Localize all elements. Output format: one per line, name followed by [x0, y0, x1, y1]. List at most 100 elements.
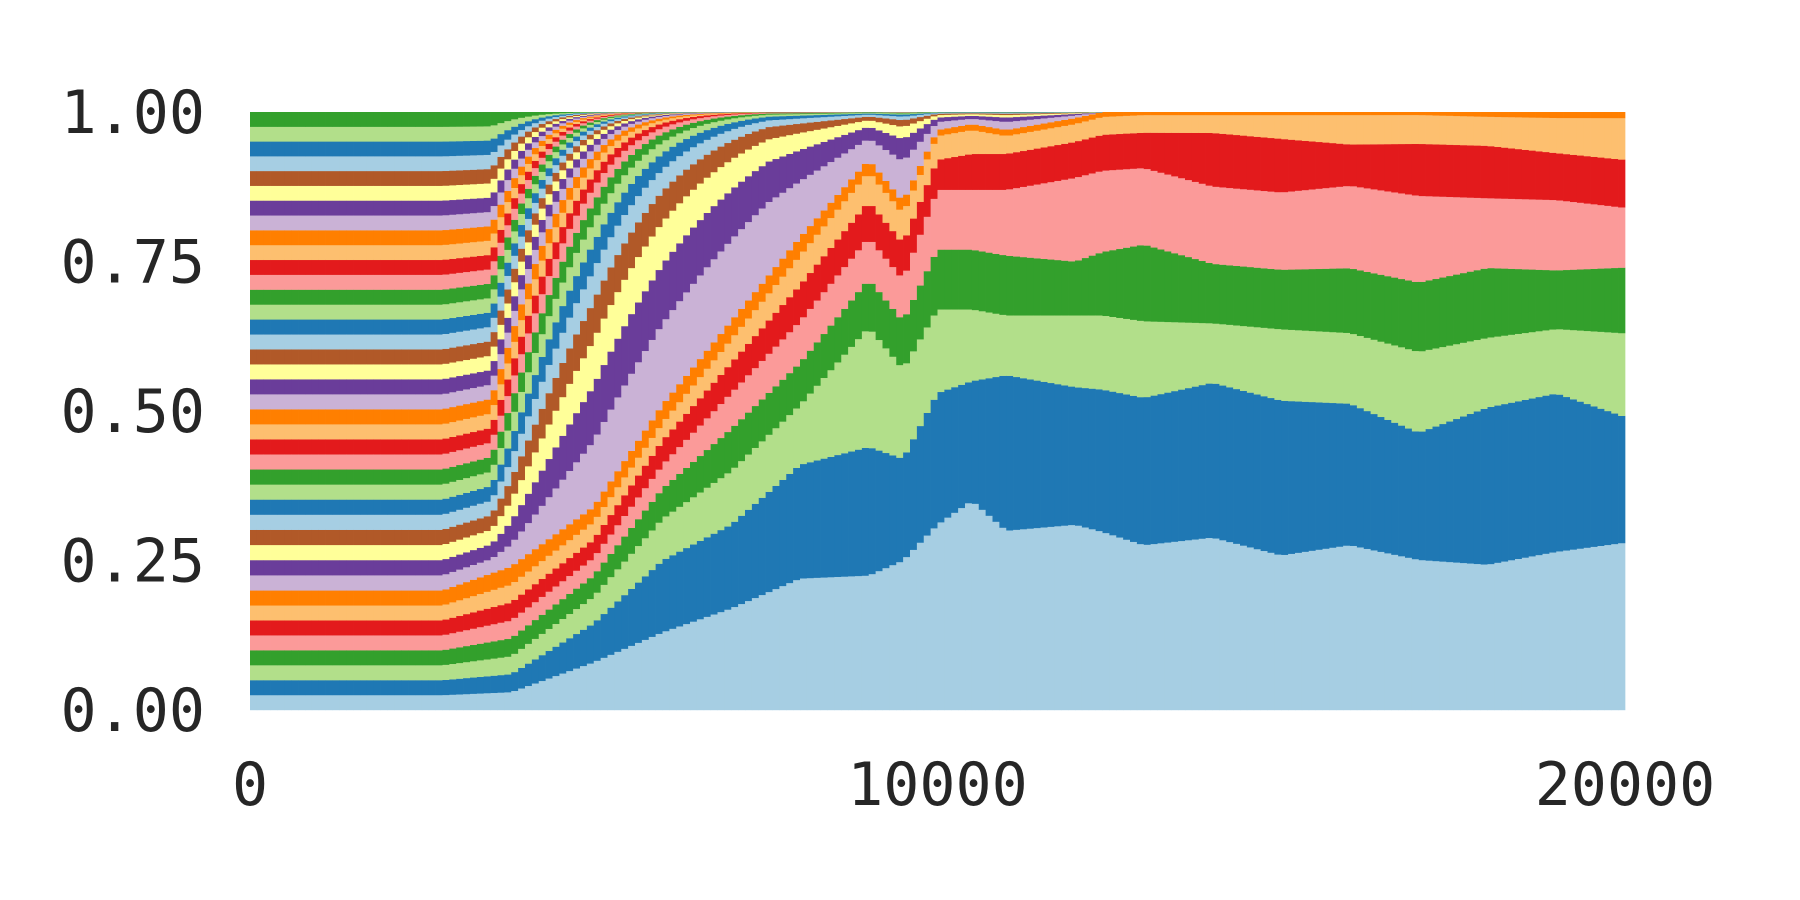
bar-segment: [600, 161, 608, 174]
bar-segment: [573, 187, 581, 201]
bar-segment: [910, 115, 918, 119]
bar-segment: [607, 115, 615, 117]
bar-segment: [346, 620, 354, 636]
bar-segment: [586, 560, 595, 579]
bar-segment: [724, 112, 732, 114]
bar-segment: [504, 674, 512, 693]
bar-segment: [421, 230, 430, 246]
bar-segment: [552, 190, 560, 202]
bar-segment: [621, 648, 629, 711]
bar-segment: [786, 473, 794, 584]
bar-segment: [387, 185, 395, 201]
bar-segment: [263, 439, 271, 455]
bar-segment: [813, 577, 821, 711]
bar-segment: [882, 118, 890, 124]
bar-segment: [373, 575, 381, 591]
bar-segment: [600, 491, 608, 508]
bar-segment: [538, 131, 546, 137]
bar-segment: [504, 505, 512, 526]
bar-segment: [476, 562, 485, 578]
bar-segment: [841, 113, 849, 115]
bar-segment: [463, 418, 471, 434]
bar-segment: [875, 113, 883, 116]
bar-segment: [683, 112, 691, 114]
bar-segment: [449, 571, 457, 588]
bar-segment: [311, 126, 320, 142]
bar-segment: [586, 112, 595, 114]
bar-column: [916, 112, 925, 711]
bar-segment: [415, 215, 423, 231]
bar-segment: [662, 119, 670, 123]
bar-segment: [1061, 385, 1069, 526]
bar-column: [318, 112, 326, 711]
bar-segment: [958, 507, 966, 711]
bar-segment: [820, 166, 828, 211]
bar-segment: [896, 113, 904, 115]
bar-segment: [366, 575, 375, 591]
bar-segment: [552, 410, 560, 448]
bar-segment: [366, 605, 375, 621]
bar-segment: [263, 200, 271, 216]
bar-segment: [463, 228, 471, 243]
bar-segment: [662, 151, 670, 167]
bar-column: [1075, 112, 1083, 711]
bar-segment: [305, 484, 313, 500]
bar-segment: [662, 140, 670, 152]
bar-segment: [250, 499, 258, 515]
bar-segment: [985, 252, 993, 313]
bar-segment: [545, 258, 553, 277]
bar-segment: [339, 334, 347, 350]
bar-segment: [641, 246, 650, 292]
bar-segment: [380, 620, 388, 636]
bar-segment: [435, 112, 443, 127]
bar-segment: [676, 175, 684, 204]
bar-segment: [497, 368, 505, 385]
bar-segment: [518, 117, 526, 124]
bar-segment: [435, 409, 443, 425]
bar-segment: [978, 125, 986, 132]
bar-segment: [580, 358, 588, 403]
bar-segment: [1061, 112, 1069, 113]
bar-segment: [463, 630, 471, 647]
bar-segment: [470, 169, 478, 185]
bar-segment: [298, 170, 306, 186]
bar-segment: [442, 156, 450, 172]
bar-segment: [387, 200, 395, 216]
bar-segment: [868, 140, 876, 165]
bar-segment: [855, 214, 863, 251]
bar-segment: [800, 113, 808, 116]
bar-segment: [497, 464, 505, 482]
bar-segment: [415, 126, 423, 142]
bar-segment: [1054, 384, 1062, 527]
bar-segment: [263, 650, 271, 666]
bar-segment: [703, 487, 711, 538]
bar-segment: [641, 115, 650, 117]
bar-segment: [525, 663, 533, 687]
bar-segment: [710, 118, 718, 123]
bar-segment: [470, 126, 478, 141]
bar-segment: [951, 120, 959, 128]
bar-segment: [525, 440, 533, 467]
bar-segment: [504, 448, 512, 468]
bar-segment: [256, 289, 265, 305]
bar-segment: [449, 694, 457, 711]
bar-segment: [889, 189, 897, 202]
bar-segment: [360, 319, 368, 335]
bar-segment: [552, 447, 560, 489]
bar-segment: [999, 135, 1007, 155]
bar-segment: [614, 112, 622, 114]
bar-segment: [394, 514, 402, 530]
bar-segment: [786, 113, 794, 115]
bar-segment: [525, 208, 533, 219]
bar-segment: [903, 314, 911, 364]
bar-segment: [373, 484, 381, 500]
bar-segment: [827, 112, 835, 113]
bar-segment: [415, 334, 423, 350]
bar-segment: [731, 122, 739, 129]
bar-segment: [758, 166, 766, 209]
bar-segment: [360, 590, 368, 606]
bar-segment: [648, 339, 656, 421]
bar-segment: [497, 204, 505, 218]
bar-segment: [449, 362, 457, 378]
bar-segment: [525, 255, 533, 270]
